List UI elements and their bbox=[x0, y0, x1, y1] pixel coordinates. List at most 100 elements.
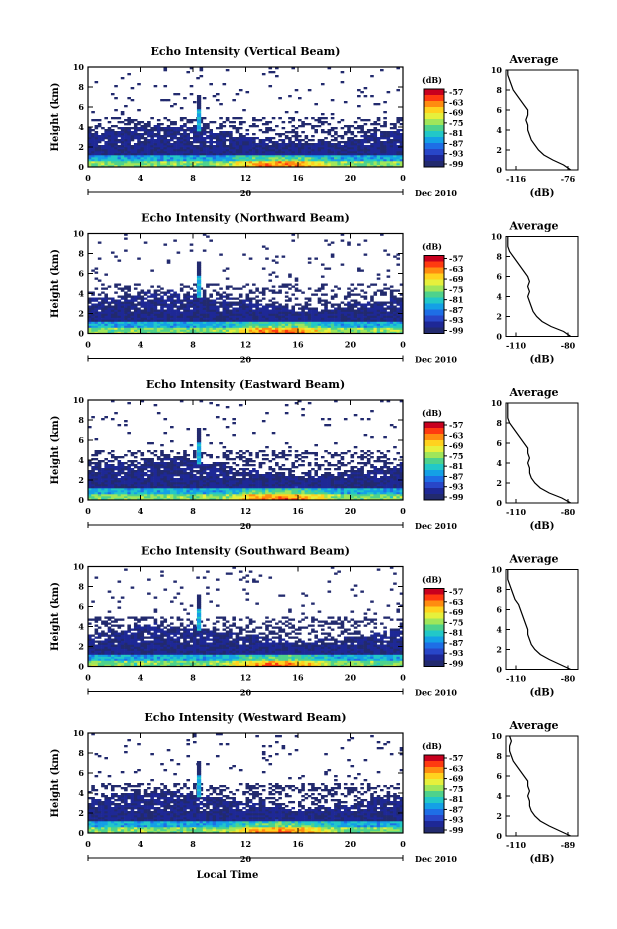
heatmap-cell bbox=[320, 329, 325, 332]
heatmap-cell bbox=[127, 496, 131, 499]
heatmap-cell bbox=[130, 464, 135, 467]
heatmap-cell bbox=[278, 289, 282, 292]
heatmap-cell bbox=[150, 149, 154, 152]
heatmap-cell bbox=[147, 123, 151, 126]
heatmap-cell bbox=[193, 149, 197, 152]
heatmap-cell bbox=[252, 141, 256, 144]
heatmap-cell bbox=[245, 129, 250, 132]
heatmap-cell bbox=[265, 311, 269, 314]
heatmap-cell bbox=[357, 329, 361, 332]
heatmap-cell bbox=[304, 313, 309, 316]
heatmap-cell bbox=[380, 159, 384, 162]
heatmap-cell bbox=[173, 133, 177, 136]
heatmap-cell bbox=[186, 295, 191, 298]
heatmap-cell bbox=[140, 329, 145, 332]
heatmap-cell bbox=[314, 311, 318, 314]
heatmap-cell bbox=[360, 145, 364, 148]
heatmap-cell bbox=[360, 289, 364, 292]
heatmap-cell bbox=[232, 492, 236, 495]
heatmap-cell bbox=[137, 492, 141, 495]
heatmap-cell bbox=[281, 121, 286, 124]
heatmap-cell bbox=[189, 327, 194, 330]
heatmap-cell bbox=[166, 321, 171, 324]
heatmap-cell bbox=[206, 107, 210, 110]
heatmap-cell bbox=[317, 157, 322, 160]
heatmap-cell bbox=[179, 329, 184, 332]
heatmap-cell bbox=[183, 163, 187, 166]
heatmap-cell bbox=[101, 474, 105, 477]
heatmap-cell bbox=[130, 472, 135, 475]
heatmap-cell bbox=[343, 125, 348, 128]
heatmap-cell bbox=[176, 293, 181, 296]
heatmap-cell bbox=[235, 488, 240, 491]
heatmap-cell bbox=[163, 456, 168, 459]
heatmap-cell bbox=[284, 131, 289, 134]
heatmap-cell bbox=[143, 331, 148, 334]
heatmap-cell bbox=[255, 305, 259, 308]
heatmap-cell bbox=[242, 313, 246, 316]
heatmap-cell bbox=[117, 323, 122, 326]
heatmap-cell bbox=[117, 133, 122, 136]
heatmap-cell bbox=[284, 111, 289, 114]
heatmap-cell bbox=[307, 161, 312, 164]
heatmap-cell bbox=[376, 315, 381, 318]
heatmap-cell bbox=[189, 494, 194, 497]
average-profile-line bbox=[507, 70, 572, 171]
heatmap-cell bbox=[183, 149, 187, 152]
heatmap-cell bbox=[238, 299, 243, 302]
heatmap-cell bbox=[173, 295, 177, 298]
heatmap-cell bbox=[255, 303, 259, 306]
heatmap-cell bbox=[278, 151, 282, 154]
heatmap-cell bbox=[376, 137, 381, 140]
heatmap-cell bbox=[179, 299, 184, 302]
heatmap-cell bbox=[245, 165, 250, 168]
heatmap-cell bbox=[94, 149, 99, 152]
heatmap-cell bbox=[117, 307, 122, 310]
heatmap-cell bbox=[222, 299, 227, 302]
heatmap-cell bbox=[189, 157, 194, 160]
heatmap-cell bbox=[117, 482, 122, 485]
heatmap-cell bbox=[117, 147, 122, 150]
heatmap-cell bbox=[209, 121, 213, 124]
heatmap-cell bbox=[173, 129, 177, 132]
heatmap-cell bbox=[150, 313, 154, 316]
heatmap-cell bbox=[343, 161, 348, 164]
heatmap-cell bbox=[114, 141, 118, 144]
heatmap-cell bbox=[215, 137, 220, 140]
heatmap-cell bbox=[389, 297, 394, 300]
heatmap-cell bbox=[124, 149, 128, 152]
heatmap-cell bbox=[225, 323, 230, 326]
heatmap-cell bbox=[186, 303, 191, 306]
heatmap-cell bbox=[88, 486, 92, 489]
heatmap-cell bbox=[291, 117, 296, 120]
heatmap-cell bbox=[314, 129, 318, 132]
heatmap-cell bbox=[124, 323, 128, 326]
heatmap-cell bbox=[202, 131, 207, 134]
heatmap-cell bbox=[232, 325, 236, 328]
heatmap-cell bbox=[278, 303, 282, 306]
heatmap-cell bbox=[199, 452, 204, 455]
heatmap-cell bbox=[389, 145, 394, 148]
heatmap-cell bbox=[147, 315, 151, 318]
heatmap-cell bbox=[278, 291, 282, 294]
heatmap-cell bbox=[215, 163, 220, 166]
heatmap-cell bbox=[170, 307, 174, 310]
heatmap-cell bbox=[334, 325, 338, 328]
colorbar-tick-label: -75 bbox=[449, 284, 463, 294]
heatmap-cell bbox=[215, 161, 220, 164]
heatmap-cell bbox=[156, 285, 161, 288]
heatmap-cell bbox=[386, 307, 391, 310]
heatmap-cell bbox=[94, 450, 99, 453]
heatmap-cell bbox=[179, 157, 184, 160]
heatmap-cell bbox=[140, 149, 145, 152]
heatmap-cell bbox=[350, 293, 355, 296]
heatmap-cell bbox=[199, 127, 204, 130]
heatmap-cell bbox=[91, 111, 95, 114]
heatmap-cell bbox=[242, 311, 246, 314]
heatmap-cell bbox=[110, 319, 115, 322]
heatmap-cell bbox=[311, 307, 315, 310]
heatmap-cell bbox=[176, 472, 181, 475]
heatmap-cell bbox=[238, 484, 243, 487]
heatmap-cell bbox=[225, 321, 230, 324]
heatmap-cell bbox=[104, 137, 108, 140]
